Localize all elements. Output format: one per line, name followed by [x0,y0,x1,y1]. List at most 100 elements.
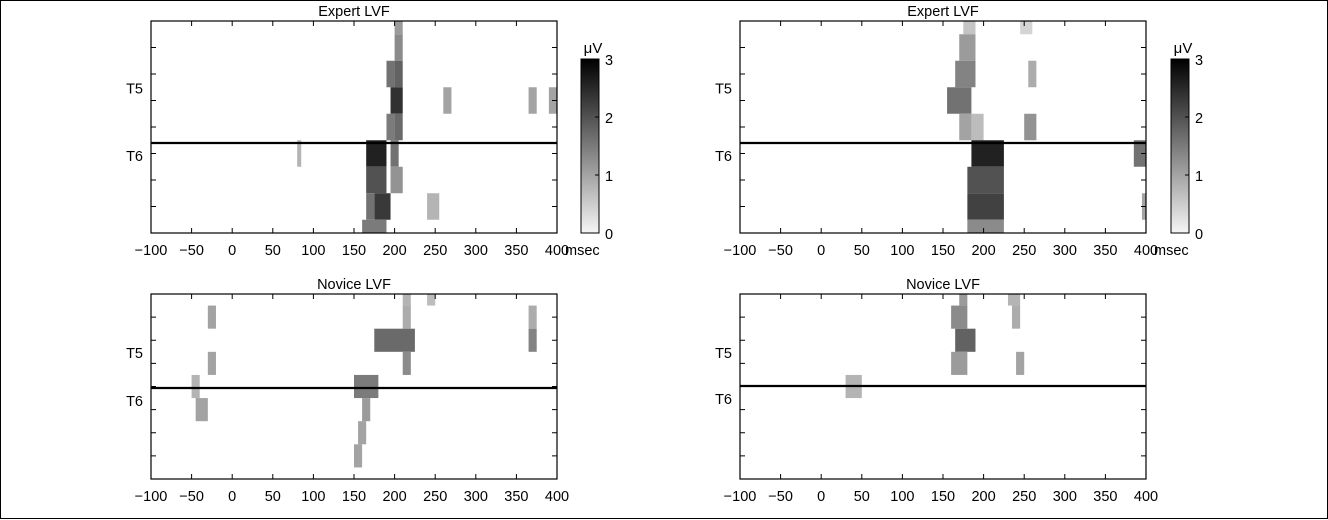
heatmap-cell [947,87,972,114]
heatmap-cell [528,87,537,114]
heatmap-cell [354,444,363,468]
heatmap-cell [394,60,403,88]
x-tick-label: 250 [1012,243,1036,259]
x-tick-label: 200 [382,243,406,259]
heatmap-cell [394,34,403,61]
heatmap-cell [366,193,375,220]
y-label-t5: T5 [126,346,143,362]
x-tick-label: 200 [971,243,995,259]
y-label-t6: T6 [126,394,143,410]
x-tick-label: −100 [135,243,168,259]
colorbar-tick-label: 2 [1195,111,1203,127]
x-axis-label: msec [565,243,600,259]
colorbar-tick-label: 2 [605,111,613,127]
plot-frame [150,20,558,234]
colorbar [580,58,600,234]
x-tick-label: 150 [342,243,366,259]
heatmap-cell [963,21,976,35]
heatmap-cell [362,219,387,233]
x-tick-label: 250 [423,489,447,505]
heatmap-cell [528,305,537,329]
x-tick-label: 400 [1134,489,1158,505]
x-tick-label: 150 [342,489,366,505]
colorbar-tick-label: 3 [1195,53,1203,69]
heatmap-cell [390,140,399,167]
x-tick-label: 350 [1093,243,1117,259]
x-tick-label: 300 [464,489,488,505]
panel-4 [739,293,1147,480]
heatmap-cell [354,374,379,399]
heatmap-cell [390,166,403,194]
y-label-t5: T5 [715,81,732,97]
heatmap-cell [1016,351,1025,375]
x-tick-label: 300 [1053,243,1077,259]
colorbar-tick-label: 3 [605,53,613,69]
heatmap-cell [959,34,976,61]
x-tick-label: 400 [1134,243,1158,259]
heatmap-cell [402,294,411,306]
x-tick-label: −50 [768,489,793,505]
x-tick-label: 350 [504,489,528,505]
heatmap-cell [366,140,387,167]
x-tick-label: 350 [1093,489,1117,505]
heatmap-cell [191,374,200,399]
heatmap-cell [967,166,1004,194]
x-tick-label: 100 [890,489,914,505]
heatmap-cell [1012,305,1021,329]
heatmap-cell [195,398,208,422]
heatmap-cell [1028,60,1037,88]
panel-title: Expert LVF [907,4,979,20]
x-tick-label: 300 [1053,489,1077,505]
heatmap-cell [366,166,387,194]
x-tick-label: −50 [768,243,793,259]
heatmap-cell [427,294,436,306]
y-label-t6: T6 [715,392,732,408]
x-tick-label: 0 [817,489,825,505]
x-tick-label: 250 [1012,489,1036,505]
heatmap-cell [374,328,415,352]
heatmap-cell [394,21,403,35]
x-tick-label: −50 [179,489,204,505]
y-label-t6: T6 [126,149,143,165]
x-tick-label: 100 [890,243,914,259]
x-tick-label: 0 [228,243,236,259]
x-tick-label: −50 [179,243,204,259]
x-tick-label: 400 [545,489,569,505]
x-tick-label: 50 [265,489,281,505]
x-tick-label: 200 [382,489,406,505]
panel-2 [739,20,1190,234]
y-label-t6: T6 [715,149,732,165]
heatmap-cell [358,421,367,445]
heatmap-cell [297,140,302,167]
heatmap-cell [394,113,403,141]
panel-3 [150,293,558,480]
heatmap-cell [427,193,440,220]
x-tick-label: 150 [931,243,955,259]
x-tick-label: 0 [817,243,825,259]
heatmap-cell [967,219,1004,233]
x-tick-label: −100 [724,243,757,259]
x-tick-label: 200 [971,489,995,505]
x-tick-label: 400 [545,243,569,259]
panel-title: Novice LVF [906,277,980,293]
colorbar [1170,58,1190,234]
heatmap-cell [362,398,371,422]
colorbar-tick-label: 1 [605,169,613,185]
colorbar-label: μV [584,40,603,57]
x-tick-label: 350 [504,243,528,259]
x-tick-label: 50 [854,243,870,259]
heatmap-cell [959,294,968,306]
heatmap-cell [971,113,984,141]
x-tick-label: 300 [464,243,488,259]
panel-title: Expert LVF [318,4,390,20]
heatmap-cell [955,60,976,88]
heatmap-cell [971,140,1004,167]
plot-frame [739,20,1147,234]
heatmap-cell [402,305,411,329]
heatmap-cell [528,328,537,352]
y-label-t5: T5 [715,346,732,362]
heatmap-cell [207,305,216,329]
heatmap-cell [386,60,395,88]
